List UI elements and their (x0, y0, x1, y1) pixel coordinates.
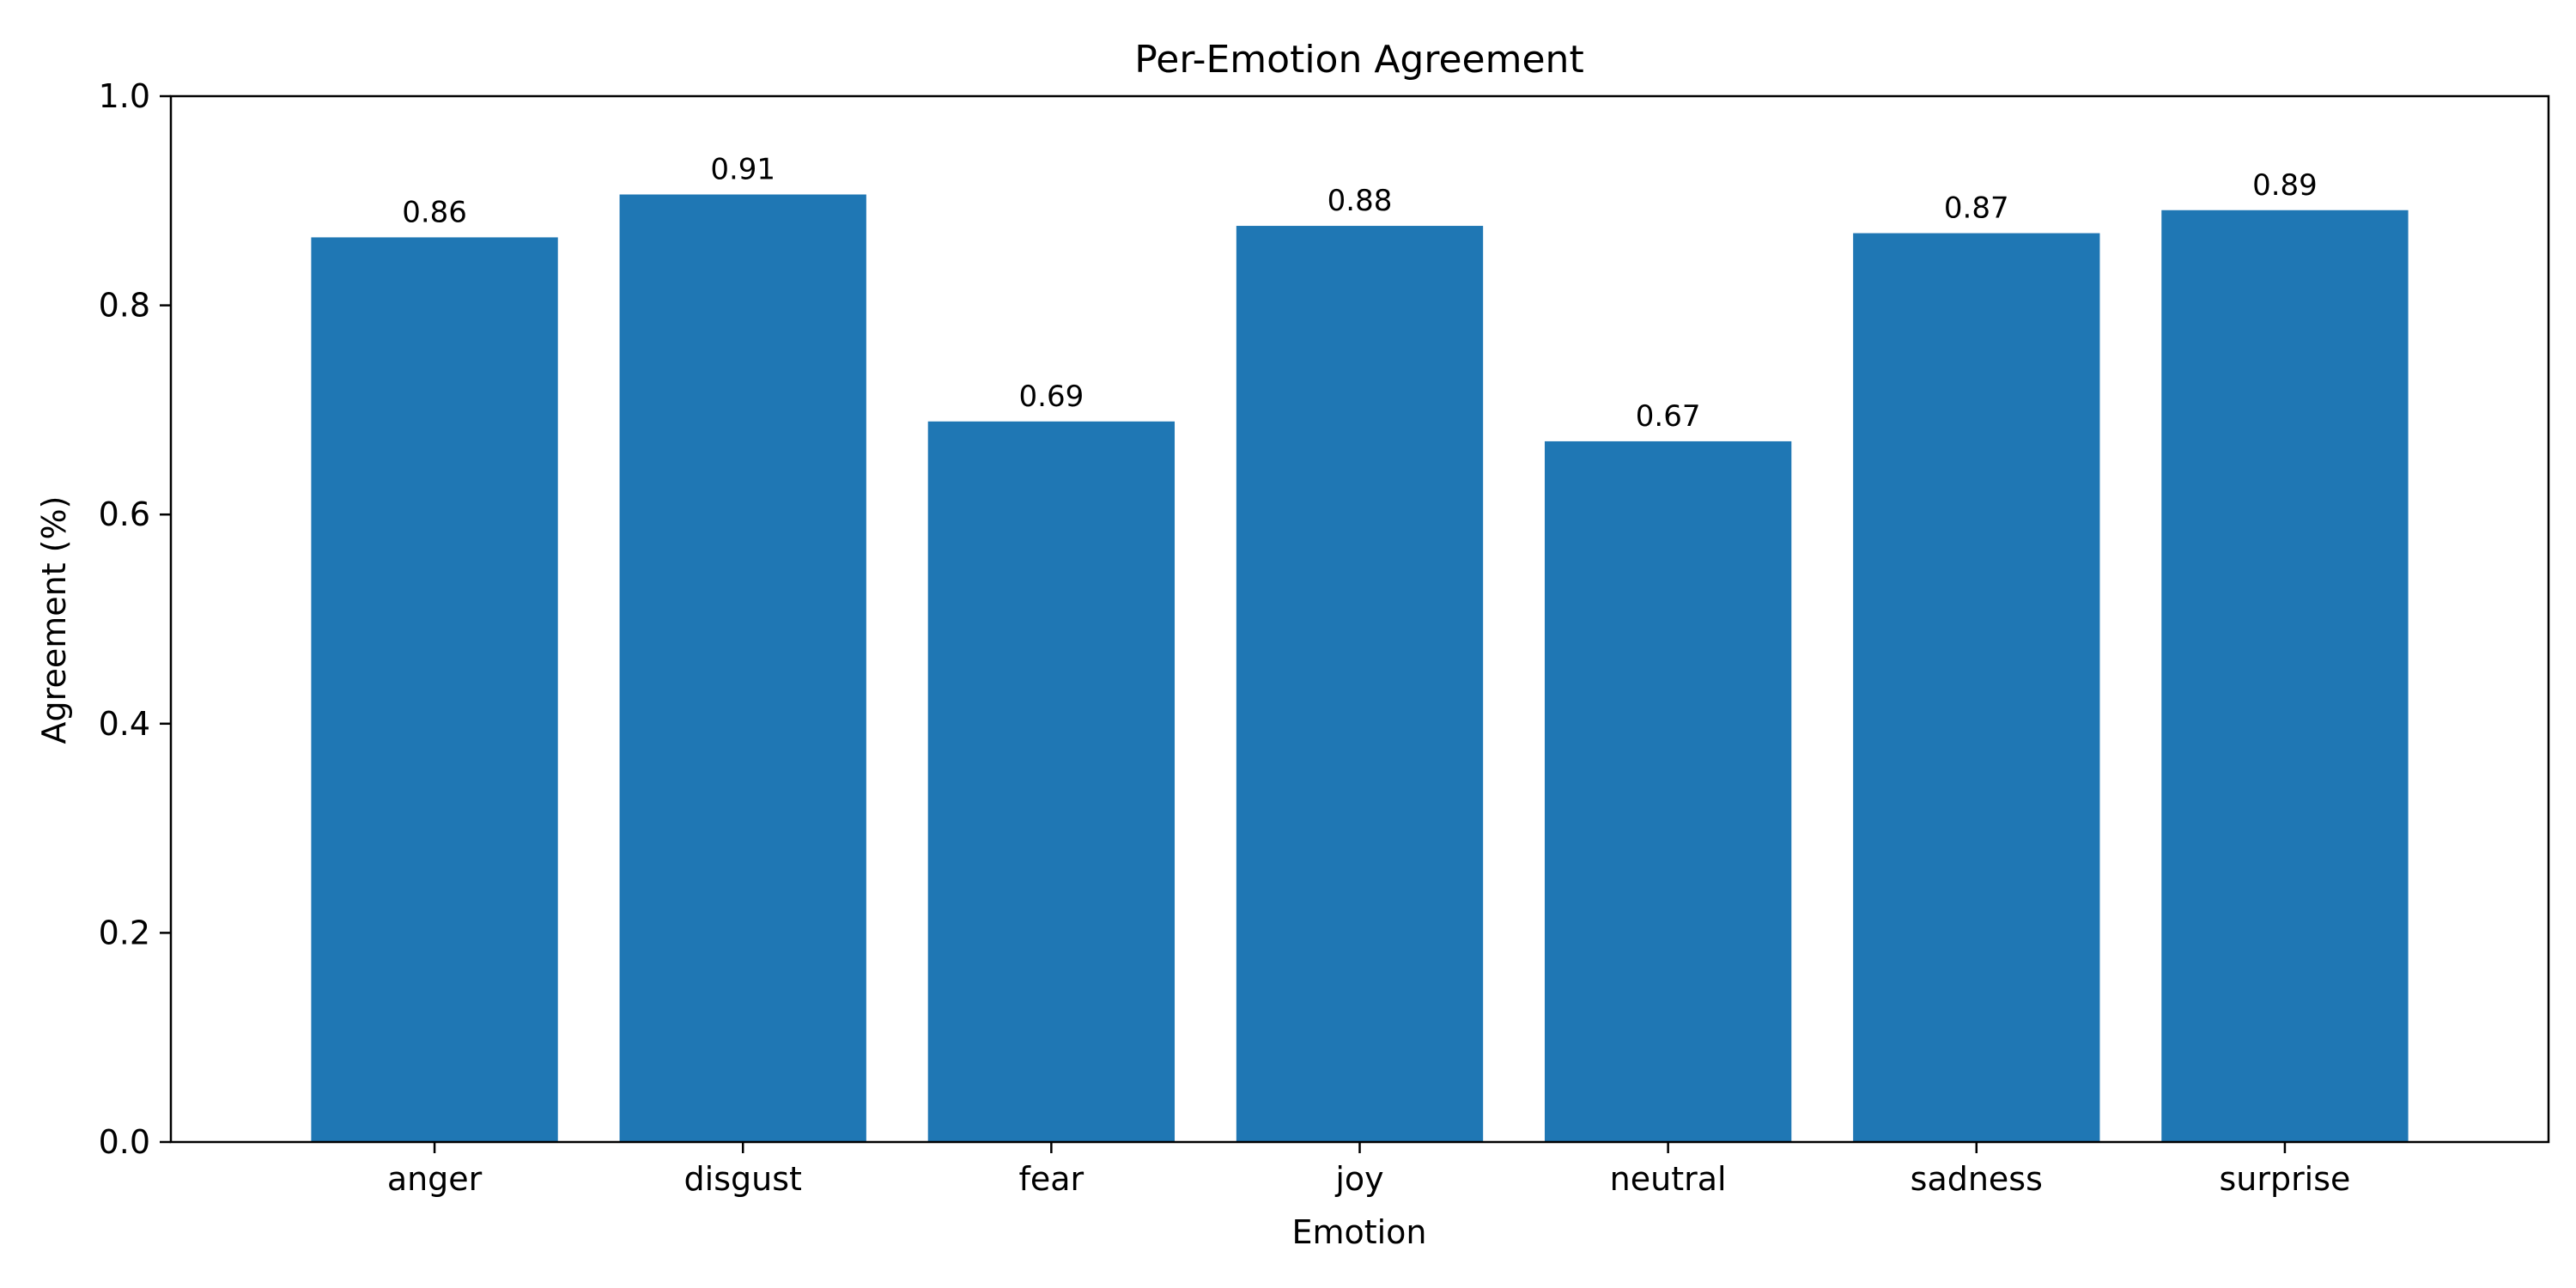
value-label-disgust: 0.91 (710, 152, 775, 186)
plot-area: 0.86 0.91 0.69 0.88 0.67 0.87 0.89 0.0 0.2 0.4 0.6… (99, 77, 2550, 1198)
chart-title: Per-Emotion Agreement (1134, 38, 1583, 82)
y-tick-label: 0.8 (99, 287, 150, 325)
bar-fear (927, 421, 1176, 1143)
y-tick-label: 0.4 (99, 705, 150, 743)
x-axis-label: Emotion (1291, 1213, 1426, 1251)
y-tick-label: 0.2 (99, 914, 150, 951)
y-tick-label: 1.0 (99, 77, 150, 115)
bar-neutral (1544, 440, 1792, 1142)
x-tick-label-surprise: surprise (2219, 1160, 2350, 1198)
value-label-neutral: 0.67 (1636, 399, 1701, 434)
bar-surprise (2161, 210, 2409, 1143)
x-tick-label-anger: anger (387, 1160, 483, 1198)
x-tick-label-disgust: disgust (684, 1160, 802, 1198)
value-label-sadness: 0.87 (1944, 191, 2009, 226)
x-tick-label-joy: joy (1334, 1160, 1383, 1198)
value-label-surprise: 0.89 (2252, 168, 2318, 203)
value-label-anger: 0.86 (402, 195, 467, 229)
bar-joy (1236, 226, 1484, 1143)
bar-anger (311, 237, 558, 1143)
bar-disgust (619, 194, 866, 1143)
y-axis-label: Agreement (%) (35, 496, 73, 744)
value-label-joy: 0.88 (1327, 184, 1393, 218)
x-tick-label-fear: fear (1019, 1160, 1084, 1198)
bar-sadness (1853, 233, 2100, 1143)
x-tick-label-neutral: neutral (1610, 1160, 1727, 1198)
y-tick-label: 0.0 (99, 1123, 150, 1161)
value-label-fear: 0.69 (1019, 380, 1084, 414)
x-tick-label-sadness: sadness (1911, 1160, 2043, 1198)
y-tick-label: 0.6 (99, 495, 150, 533)
